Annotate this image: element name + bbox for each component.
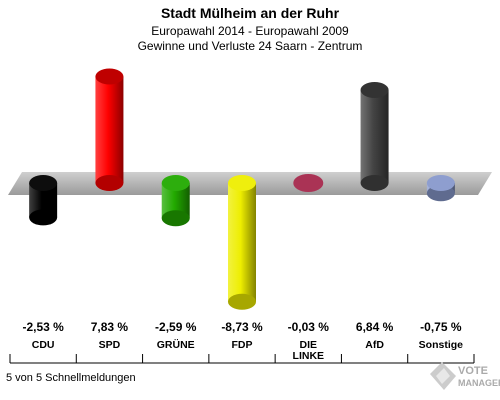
chart-subtitle-2: Gewinne und Verluste 24 Saarn - Zentrum: [138, 39, 363, 53]
footer-status: 5 von 5 Schnellmeldungen: [6, 372, 136, 384]
bar-body: [228, 183, 256, 302]
bar-top-cap: [95, 68, 124, 85]
value-label: -2,53 %: [22, 320, 64, 334]
bar-top-cap: [426, 175, 455, 191]
bar-spd: [95, 68, 124, 191]
bar-top-cap: [161, 175, 190, 191]
category-label: FDP: [232, 339, 253, 351]
value-label: 7,83 %: [91, 320, 129, 334]
category-label: LINKE: [293, 350, 325, 362]
svg-text:VOTE: VOTE: [458, 365, 488, 377]
bar-body: [360, 89, 389, 183]
chart-title: Stadt Mülheim an der Ruhr: [161, 5, 340, 21]
category-label: GRÜNE: [157, 338, 195, 351]
bar-die-linke: [293, 174, 324, 192]
bar-top-cap: [29, 175, 58, 191]
bars-group: [29, 68, 455, 310]
bar-top-cap: [228, 175, 256, 191]
bar-top-cap: [360, 81, 389, 98]
bar-bottom-cap: [95, 175, 124, 191]
bar-cdu: [29, 175, 58, 226]
value-labels-group: -2,53 % 7,83 % -2,59 % -8,73 % -0,03 % 6,84 %…: [22, 320, 461, 334]
value-label: -8,73 %: [221, 320, 263, 334]
bar-body: [95, 76, 124, 183]
bar-gr-ne: [161, 175, 190, 227]
bar-bottom-cap: [29, 209, 58, 226]
svg-text:MANAGER: MANAGER: [458, 378, 500, 388]
category-label: DIE: [300, 339, 318, 351]
category-label: SPD: [99, 339, 121, 351]
value-label: -0,03 %: [288, 320, 330, 334]
category-label: AfD: [365, 339, 384, 351]
bar-sonstige: [426, 175, 455, 202]
category-label: CDU: [32, 339, 55, 351]
value-label: 6,84 %: [356, 320, 394, 334]
bar-top-cap: [293, 174, 324, 192]
bar-bottom-cap: [161, 210, 190, 227]
value-label: -0,75 %: [420, 320, 462, 334]
bar-afd: [360, 81, 389, 191]
bar-bottom-cap: [228, 293, 256, 310]
vote-manager-logo: VOTE MANAGER: [430, 362, 500, 390]
category-label: Sonstige: [419, 339, 463, 351]
chart-subtitle-1: Europawahl 2014 - Europawahl 2009: [151, 24, 349, 38]
bar-bottom-cap: [360, 175, 389, 191]
bar-fdp: [228, 175, 256, 310]
value-label: -2,59 %: [155, 320, 197, 334]
